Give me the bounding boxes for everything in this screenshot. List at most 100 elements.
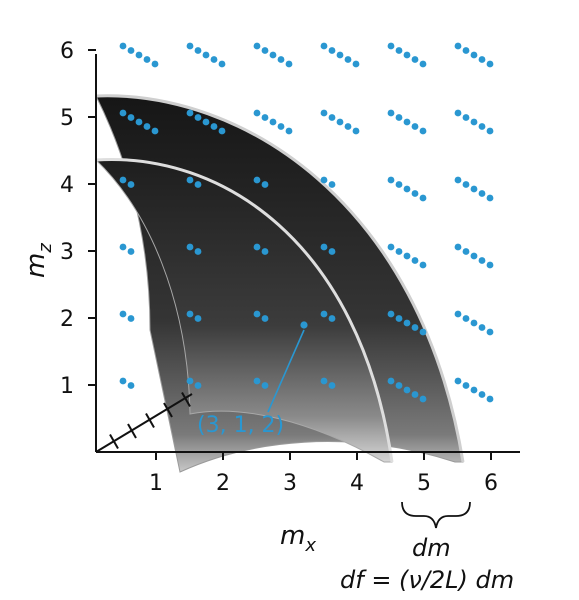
- lattice-point: [320, 109, 328, 117]
- lattice-point: [269, 51, 277, 59]
- x-axis-ticks: 1 2 3 4 5 6: [149, 452, 498, 496]
- lattice-point: [127, 315, 135, 322]
- lattice-point: [253, 377, 261, 385]
- lattice-point: [411, 190, 419, 197]
- lattice-point: [478, 257, 486, 264]
- lattice-point: [285, 60, 293, 68]
- lattice-point: [194, 181, 202, 188]
- lattice-point: [261, 248, 269, 255]
- lattice-point: [253, 176, 261, 184]
- lattice-point: [285, 127, 293, 135]
- lattice-points: [119, 42, 494, 403]
- lattice-point: [253, 109, 261, 117]
- lattice-point: [261, 181, 269, 188]
- lattice-point: [344, 123, 352, 130]
- lattice-point: [135, 118, 143, 126]
- lattice-point: [210, 56, 218, 63]
- lattice-point: [344, 56, 352, 63]
- lattice-point: [186, 243, 194, 251]
- lattice-point: [127, 248, 135, 255]
- y-tick-mark: [181, 392, 191, 407]
- point-3-1-2: [300, 321, 308, 329]
- y-axis-ticks: [109, 392, 191, 449]
- z-tick-label: 5: [60, 106, 74, 131]
- lattice-point: [419, 395, 427, 403]
- lattice-point: [478, 123, 486, 130]
- y-axis: [95, 393, 193, 453]
- lattice-point: [127, 382, 135, 389]
- x-tick-label: 2: [216, 471, 230, 496]
- lattice-point: [454, 243, 462, 251]
- lattice-point: [127, 47, 135, 54]
- callout-label: (3, 1, 2): [197, 413, 284, 438]
- lattice-point: [387, 377, 395, 385]
- lattice-point: [186, 176, 194, 184]
- lattice-point: [151, 127, 159, 135]
- z-tick-label: 3: [60, 240, 74, 265]
- lattice-point: [261, 382, 269, 389]
- lattice-point: [328, 248, 336, 255]
- lattice-point: [320, 42, 328, 50]
- lattice-point: [486, 261, 494, 269]
- lattice-point: [143, 56, 151, 63]
- lattice-point: [328, 181, 336, 188]
- lattice-point: [478, 324, 486, 331]
- lattice-point: [419, 328, 427, 336]
- lattice-point: [119, 109, 127, 117]
- x-tick-label: 3: [283, 471, 297, 496]
- lattice-point: [395, 382, 403, 389]
- inner-shell-edge: [95, 158, 394, 463]
- formula: df = (ν/2L) dm: [340, 566, 514, 594]
- z-axis-ticks: 1 2 3 4 5 6: [60, 39, 96, 399]
- lattice-point: [403, 51, 411, 59]
- lattice-point: [478, 391, 486, 398]
- lattice-point: [395, 181, 403, 188]
- lattice-point: [277, 56, 285, 63]
- dm-label: dm: [412, 534, 451, 562]
- lattice-point: [486, 60, 494, 68]
- dm-brace: [401, 501, 471, 529]
- lattice-point: [395, 248, 403, 255]
- lattice-point: [403, 319, 411, 327]
- lattice-point: [202, 51, 210, 59]
- lattice-point: [419, 261, 427, 269]
- lattice-point: [486, 395, 494, 403]
- lattice-point: [119, 176, 127, 184]
- x-tick-label: 5: [417, 471, 431, 496]
- z-tick-label: 1: [60, 374, 74, 399]
- x-axis-label: mx: [280, 521, 316, 556]
- lattice-point: [403, 185, 411, 193]
- z-axis-label: mz: [21, 243, 56, 278]
- lattice-point: [119, 243, 127, 251]
- lattice-point: [419, 194, 427, 202]
- lattice-point: [462, 47, 470, 54]
- lattice-point: [411, 391, 419, 398]
- lattice-point: [261, 114, 269, 121]
- lattice-point: [387, 310, 395, 318]
- y-tick-mark: [145, 413, 155, 428]
- callout-leader: [267, 329, 305, 413]
- lattice-point: [470, 185, 478, 193]
- lattice-point: [411, 324, 419, 331]
- lattice-point: [127, 181, 135, 188]
- lattice-point: [202, 118, 210, 126]
- lattice-point: [395, 315, 403, 322]
- lattice-point: [486, 328, 494, 336]
- lattice-point: [186, 42, 194, 50]
- lattice-point: [462, 248, 470, 255]
- lattice-point: [261, 315, 269, 322]
- lattice-point: [261, 47, 269, 54]
- lattice-point: [411, 123, 419, 130]
- x-tick-label: 4: [350, 471, 364, 496]
- x-tick-label: 1: [149, 471, 163, 496]
- lattice-point: [403, 252, 411, 260]
- y-tick-mark: [163, 402, 173, 418]
- z-tick-label: 6: [60, 39, 74, 64]
- lattice-point: [336, 118, 344, 126]
- lattice-point: [328, 315, 336, 322]
- lattice-point: [320, 377, 328, 385]
- lattice-point: [352, 60, 360, 68]
- lattice-point: [119, 377, 127, 385]
- lattice-point: [470, 252, 478, 260]
